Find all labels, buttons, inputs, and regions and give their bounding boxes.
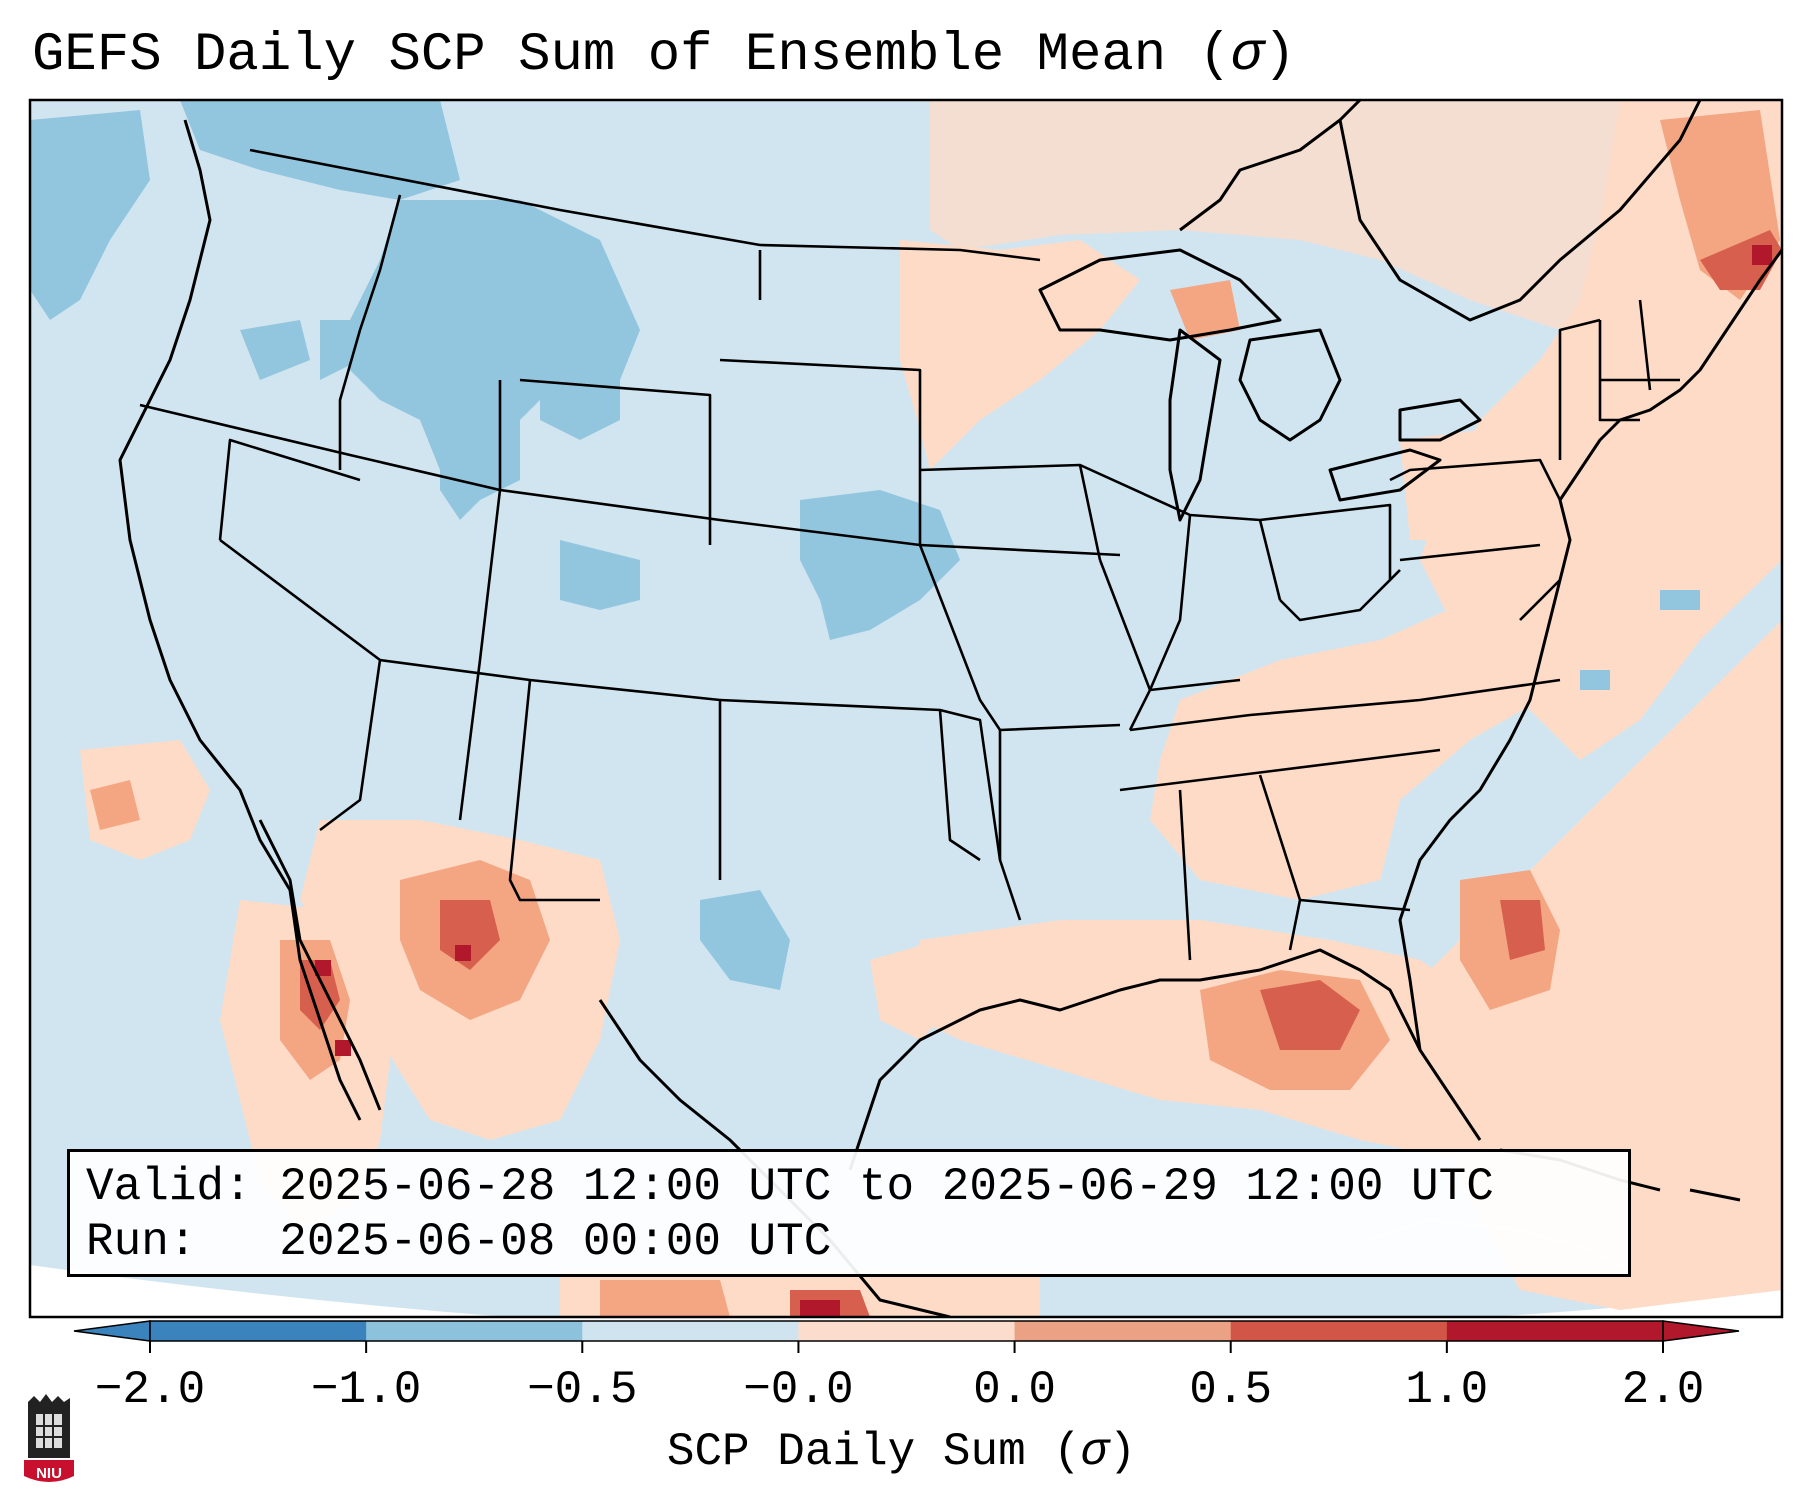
colorbar-segment: [1446, 1321, 1664, 1341]
colorbar-tick-label: 1.0: [1405, 1364, 1489, 1416]
colorbar-segment: [150, 1321, 367, 1341]
colorbar-tick-label: −2.0: [94, 1364, 206, 1416]
title-sigma-symbol: σ: [1231, 25, 1264, 86]
colorbar-outline: [149, 1320, 1664, 1342]
colorbar-tick-label: −0.0: [743, 1364, 854, 1416]
logo-text: NIU: [36, 1465, 62, 1482]
title-close-paren: ): [1263, 25, 1296, 86]
run-time: 2025-06-08 00:00 UTC: [279, 1216, 832, 1268]
run-label: Run:: [86, 1216, 197, 1268]
state-borders: [139, 148, 1680, 961]
map-frame: [28, 98, 1784, 1319]
colorbar-label-text: SCP Daily Sum (: [666, 1426, 1081, 1478]
colorbar-segment: [798, 1321, 1016, 1341]
colorbar: [73, 1320, 1740, 1353]
valid-time-range: 2025-06-28 12:00 UTC to 2025-06-29 12:00…: [279, 1161, 1494, 1213]
colorbar-segment: [366, 1321, 583, 1341]
colorbar-tick-label: −0.5: [527, 1364, 638, 1416]
colorbar-segment: [1230, 1321, 1448, 1341]
projection-outside-area: [30, 1265, 1782, 1317]
colorbar-tick-label: −1.0: [310, 1364, 422, 1416]
colorbar-segment: [582, 1321, 799, 1341]
valid-label: Valid:: [86, 1161, 252, 1213]
niu-logo: NIU: [24, 1394, 74, 1482]
colorbar-label-sigma: σ: [1080, 1426, 1109, 1478]
valid-time-box: Valid: 2025-06-28 12:00 UTC to 2025-06-2…: [67, 1149, 1631, 1277]
colorbar-extend-low: [73, 1320, 151, 1342]
colorbar-tick-label: 0.5: [1189, 1364, 1273, 1416]
colorbar-tick-label: 2.0: [1621, 1364, 1705, 1416]
colorbar-label-close: ): [1108, 1426, 1137, 1478]
logo-shield: [24, 1460, 74, 1482]
title-text: GEFS Daily SCP Sum of Ensemble Mean (: [32, 25, 1231, 86]
colorbar-extend-high: [1662, 1320, 1740, 1342]
colorbar-segment: [1014, 1321, 1232, 1341]
colorbar-label: SCP Daily Sum (σ): [0, 1426, 1803, 1478]
page-title: GEFS Daily SCP Sum of Ensemble Mean (σ): [32, 26, 1296, 86]
colorbar-tick-label: 0.0: [973, 1364, 1056, 1416]
extreme-anomaly-cells: [315, 245, 1772, 1317]
